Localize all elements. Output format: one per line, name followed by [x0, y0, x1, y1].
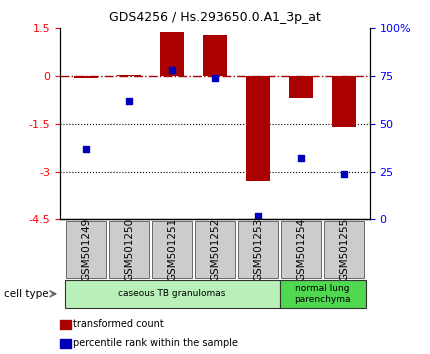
- Title: GDS4256 / Hs.293650.0.A1_3p_at: GDS4256 / Hs.293650.0.A1_3p_at: [109, 11, 321, 24]
- FancyBboxPatch shape: [238, 221, 278, 279]
- Point: [255, 213, 261, 218]
- Bar: [289, 76, 313, 98]
- Text: cell type: cell type: [4, 289, 49, 299]
- Bar: [246, 76, 270, 181]
- Bar: [160, 32, 184, 76]
- Text: normal lung
parenchyma: normal lung parenchyma: [294, 284, 351, 303]
- FancyBboxPatch shape: [66, 221, 106, 279]
- Text: GSM501255: GSM501255: [339, 218, 349, 281]
- Text: GSM501251: GSM501251: [167, 218, 177, 281]
- FancyBboxPatch shape: [280, 280, 366, 308]
- FancyBboxPatch shape: [324, 221, 364, 279]
- FancyBboxPatch shape: [64, 280, 280, 308]
- Point: [169, 68, 175, 73]
- Text: GSM501253: GSM501253: [253, 218, 263, 281]
- Text: caseous TB granulomas: caseous TB granulomas: [118, 289, 226, 298]
- Point: [83, 146, 89, 152]
- FancyBboxPatch shape: [109, 221, 149, 279]
- FancyBboxPatch shape: [195, 221, 235, 279]
- Text: transformed count: transformed count: [73, 319, 164, 329]
- Bar: [332, 76, 356, 127]
- Bar: [203, 35, 227, 76]
- Text: GSM501250: GSM501250: [124, 218, 134, 281]
- Bar: [74, 76, 98, 78]
- FancyBboxPatch shape: [152, 221, 192, 279]
- Text: GSM501252: GSM501252: [210, 218, 220, 281]
- FancyBboxPatch shape: [281, 221, 321, 279]
- Point: [126, 98, 132, 104]
- Text: percentile rank within the sample: percentile rank within the sample: [73, 338, 238, 348]
- Point: [341, 171, 347, 176]
- Text: GSM501249: GSM501249: [81, 218, 91, 281]
- Bar: [117, 75, 141, 76]
- Point: [298, 155, 304, 161]
- Text: GSM501254: GSM501254: [296, 218, 306, 281]
- Point: [212, 75, 218, 81]
